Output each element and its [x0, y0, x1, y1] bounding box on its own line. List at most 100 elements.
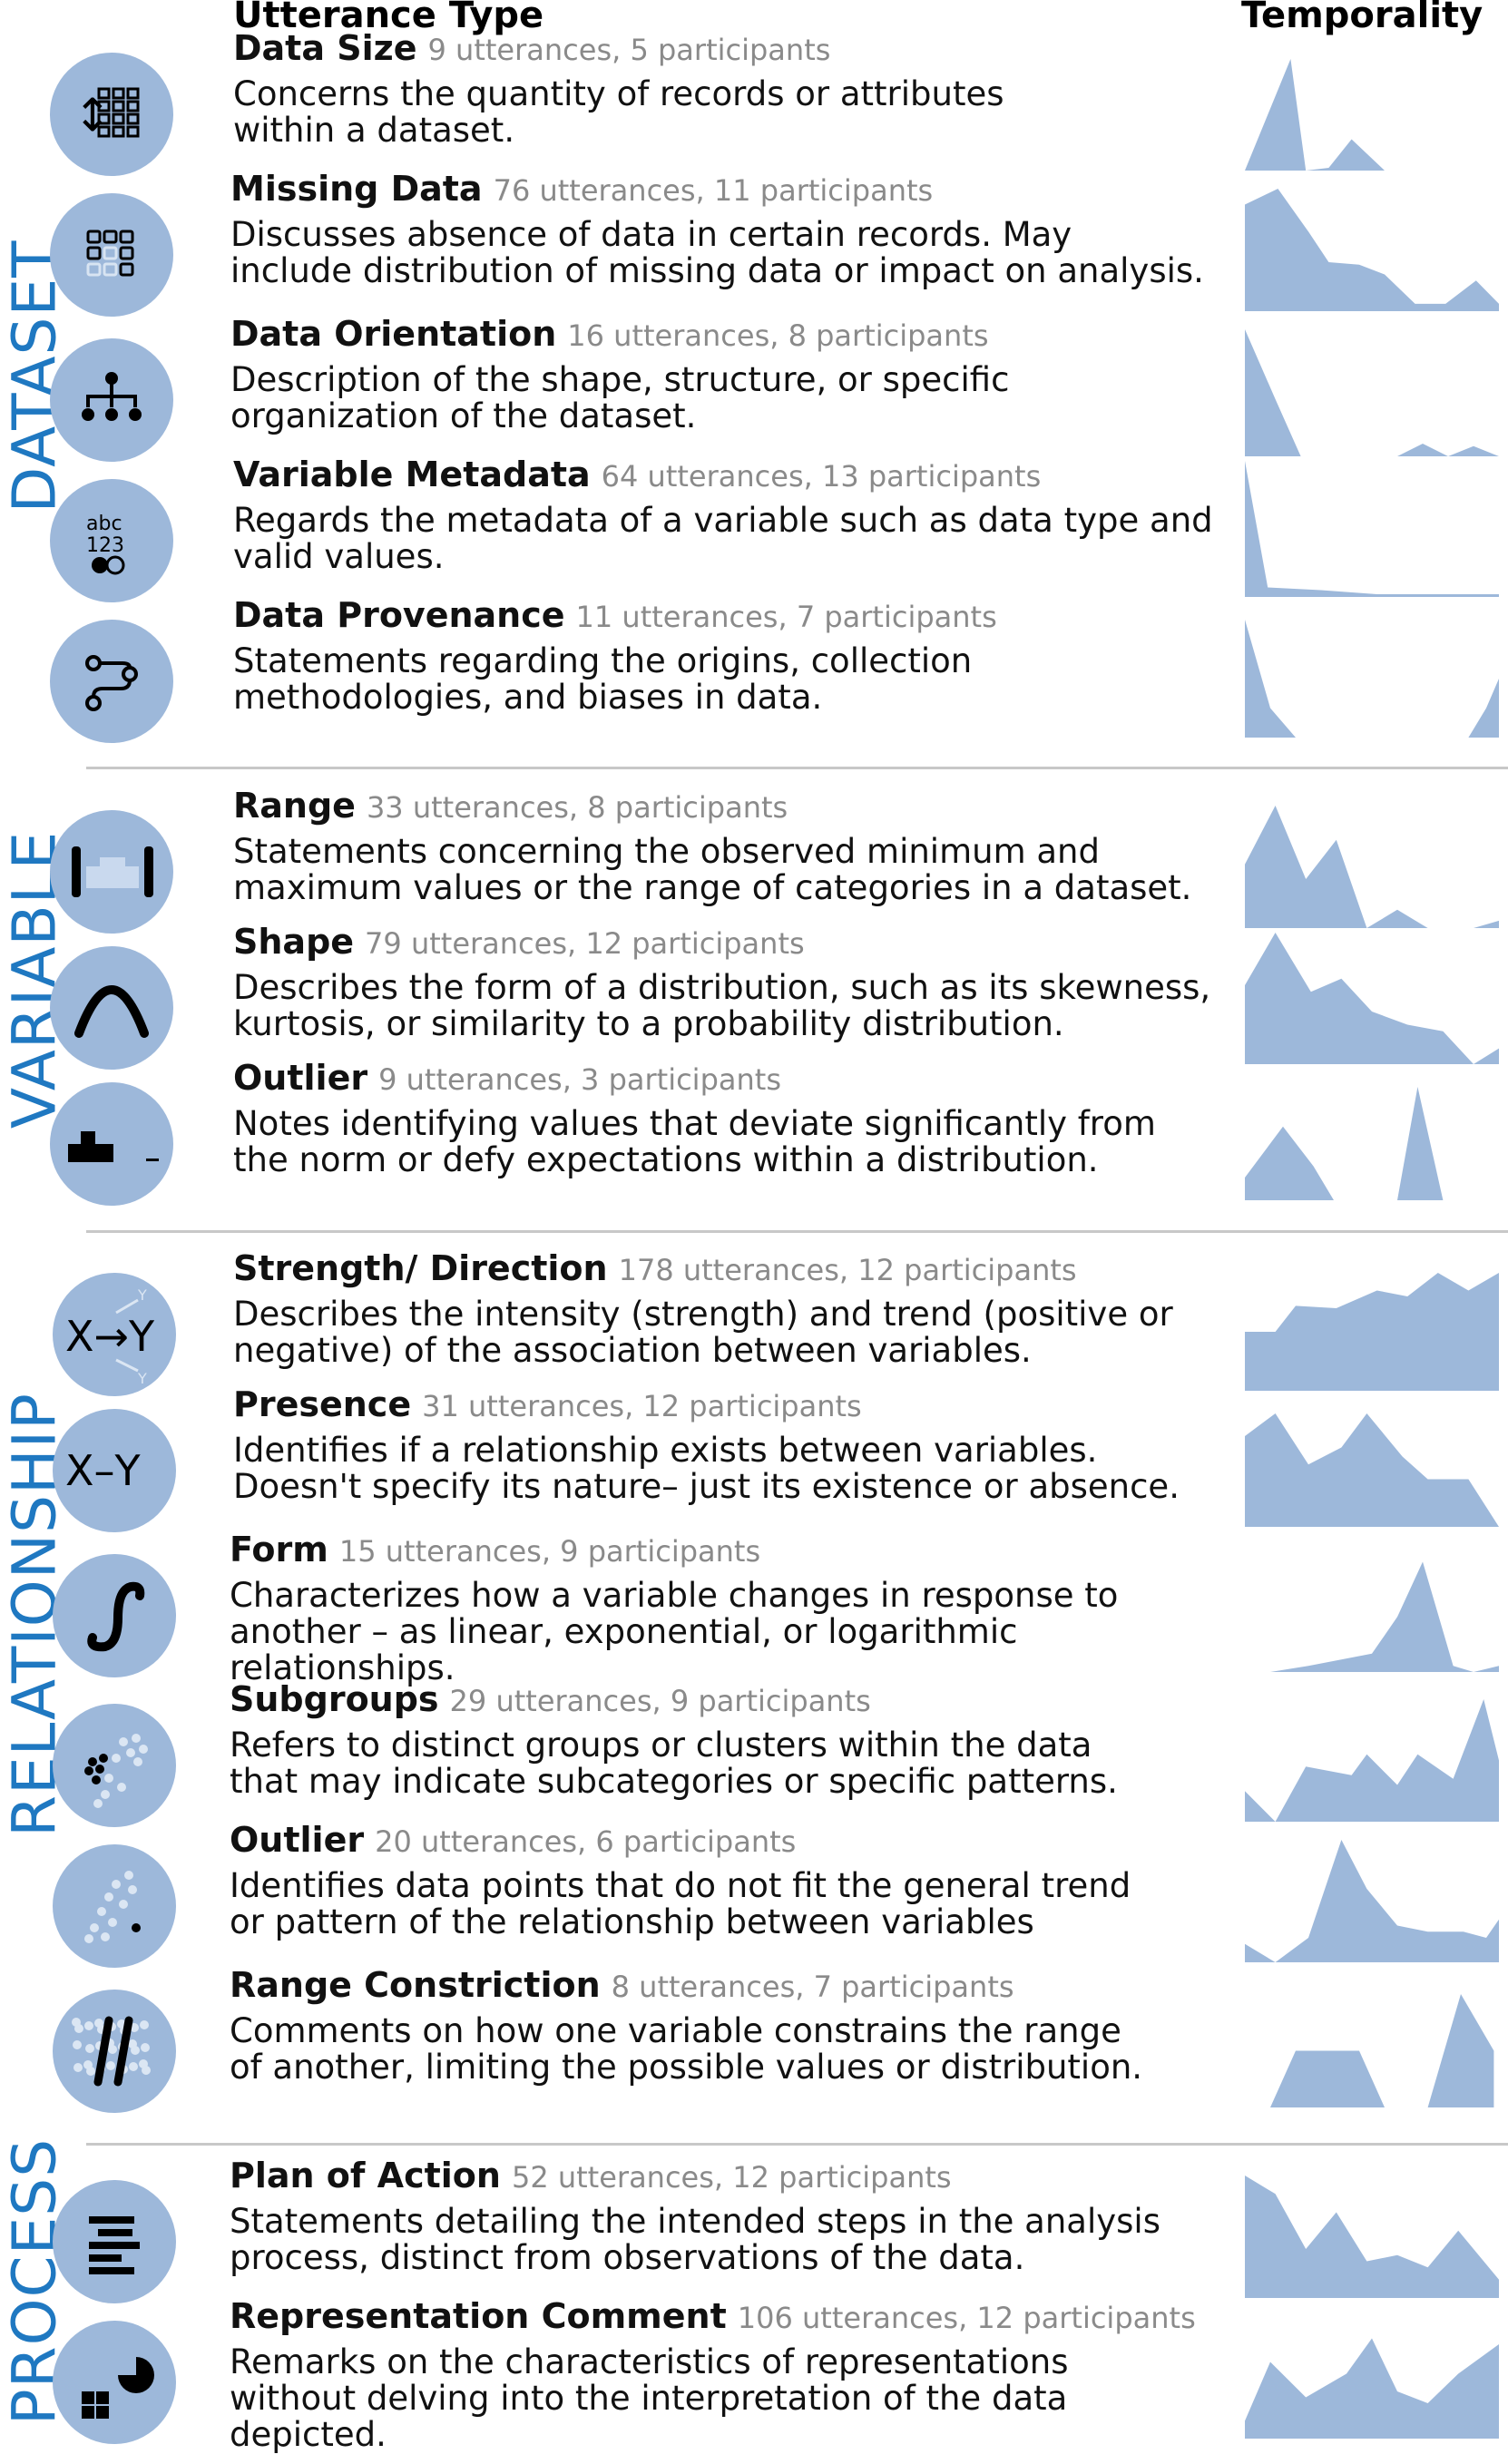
temporality-sparkline — [1245, 461, 1499, 597]
missing-data-icon — [50, 193, 173, 317]
utterance-count: 11 utterances, 7 participants — [575, 600, 997, 634]
utterance-type-title: Data Size — [233, 28, 417, 68]
svg-text:Y: Y — [137, 1286, 147, 1304]
temporality-area — [1245, 59, 1385, 171]
svg-text:abc: abc — [86, 513, 122, 535]
utterance-type-title: Plan of Action — [230, 2156, 501, 2195]
temporality-sparkline — [1245, 806, 1499, 928]
utterance-type-entry: Data Size 9 utterances, 5 participants Con… — [233, 27, 1249, 149]
utterance-type-title: Outlier — [230, 1820, 365, 1860]
utterance-description-line: Doesn't specify its nature– just its exi… — [233, 1467, 1180, 1506]
utterance-type-entry: Form 15 utterances, 9 participants Charact… — [230, 1529, 1246, 1687]
utterance-description-line: Describes the form of a distribution, su… — [233, 968, 1211, 1007]
utterance-type-title: Data Provenance — [233, 595, 565, 635]
data-size-icon: ↕ — [50, 53, 173, 176]
utterance-type-entry: Variable Metadata 64 utterances, 13 parti… — [233, 454, 1249, 575]
utterance-type-title: Data Orientation — [230, 314, 557, 354]
form-icon — [53, 1554, 176, 1677]
utterance-description-line: negative) of the association between var… — [233, 1331, 1032, 1370]
temporality-area — [1270, 1561, 1499, 1672]
temporality-sparkline — [1245, 1413, 1499, 1527]
temporality-area — [1245, 1273, 1499, 1391]
utterance-count: 8 utterances, 7 participants — [611, 1970, 1014, 2004]
utterance-type-title: Variable Metadata — [233, 455, 591, 494]
utterance-description-line: or pattern of the relationship between v… — [230, 1902, 1034, 1941]
category-divider — [86, 1230, 1508, 1233]
utterance-count: 9 utterances, 3 participants — [378, 1062, 781, 1097]
utterance-type-entry: Range Constriction 8 utterances, 7 partic… — [230, 1964, 1246, 2086]
utterance-type-entry: Strength/ Direction 178 utterances, 12 pa… — [233, 1247, 1249, 1369]
temporality-sparkline — [1245, 34, 1499, 171]
utterance-type-title: Form — [230, 1530, 328, 1569]
utterance-description-line: methodologies, and biases in data. — [233, 678, 823, 717]
utterance-count: 29 utterances, 9 participants — [449, 1684, 871, 1718]
temporality-area — [1245, 1087, 1444, 1200]
utterance-description-line: Identifies if a relationship exists betw… — [233, 1431, 1098, 1470]
variable-metadata-icon: abc 123 — [50, 479, 173, 602]
utterance-type-entry: Data Orientation 16 utterances, 8 partici… — [230, 313, 1247, 435]
utterance-description-line: Statements detailing the intended steps … — [230, 2202, 1160, 2241]
temporality-area — [1270, 1994, 1494, 2107]
utterance-description-line: Characterizes how a variable changes in … — [230, 1576, 1119, 1615]
utterance-description-line: Identifies data points that do not fit t… — [230, 1866, 1131, 1905]
utterance-type-entry: Representation Comment 106 utterances, 12… — [230, 2295, 1246, 2453]
range-icon — [50, 810, 173, 934]
utterance-type-entry: Presence 31 utterances, 12 participants Id… — [233, 1384, 1249, 1505]
temporality-sparkline — [1245, 1699, 1499, 1822]
utterance-count: 9 utterances, 5 participants — [427, 33, 831, 67]
temporality-area — [1245, 2176, 1499, 2298]
utterance-description-line: Refers to distinct groups or clusters wi… — [230, 1726, 1092, 1765]
temporality-area — [1245, 806, 1499, 928]
utterance-description-line: within a dataset. — [233, 111, 515, 150]
utterance-description-line: another – as linear, exponential, or log… — [230, 1612, 1018, 1687]
temporality-sparkline — [1245, 329, 1499, 456]
utterance-type-entry: Data Provenance 11 utterances, 7 particip… — [233, 594, 1249, 716]
data-orientation-icon — [50, 338, 173, 462]
utterance-description-line: organization of the dataset. — [230, 396, 697, 435]
utterance-type-entry: Range 33 utterances, 8 participants Statem… — [233, 785, 1249, 906]
svg-text:X–Y: X–Y — [65, 1446, 142, 1495]
utterance-description-line: Remarks on the characteristics of repres… — [230, 2342, 1069, 2381]
utterance-description-line: Regards the metadata of a variable such … — [233, 501, 1213, 540]
utterance-description-line: Concerns the quantity of records or attr… — [233, 74, 1004, 113]
temporality-sparkline — [1245, 1273, 1499, 1391]
utterance-description-line: Discusses absence of data in certain rec… — [230, 215, 1072, 254]
data-provenance-icon — [50, 620, 173, 743]
utterance-count: 52 utterances, 12 participants — [511, 2160, 952, 2195]
temporality-header: Temporality — [1241, 0, 1484, 36]
utterance-type-title: Representation Comment — [230, 2296, 727, 2336]
temporality-sparkline — [1245, 933, 1499, 1064]
utterance-description-line: depicted. — [230, 2415, 387, 2454]
temporality-area — [1245, 461, 1499, 597]
utterance-type-title: Missing Data — [230, 169, 483, 209]
svg-text:Y: Y — [137, 1370, 147, 1387]
utterance-type-entry: Shape 79 utterances, 12 participants Descr… — [233, 921, 1249, 1042]
utterance-count: 20 utterances, 6 participants — [375, 1824, 797, 1859]
utterance-type-entry: Missing Data 76 utterances, 11 participan… — [230, 168, 1247, 289]
utterance-type-entry: Outlier 20 utterances, 6 participants Iden… — [230, 1819, 1246, 1941]
utterance-type-title: Outlier — [233, 1058, 368, 1098]
utterance-type-entry: Outlier 9 utterances, 3 participants Notes… — [233, 1057, 1249, 1178]
temporality-sparkline — [1245, 620, 1499, 738]
utterance-description-line: Describes the intensity (strength) and t… — [233, 1295, 1173, 1334]
utterance-count: 64 utterances, 13 participants — [601, 459, 1042, 494]
presence-icon: X–Y — [53, 1409, 176, 1532]
utterance-count: 178 utterances, 12 participants — [618, 1253, 1077, 1287]
representation-comment-icon — [53, 2321, 176, 2444]
utterance-description-line: valid values. — [233, 537, 445, 576]
utterance-count: 106 utterances, 12 participants — [737, 2301, 1196, 2335]
utterance-description-line: Statements regarding the origins, collec… — [233, 641, 973, 680]
utterance-description-line: Statements concerning the observed minim… — [233, 832, 1100, 871]
utterance-description-line: process, distinct from observations of t… — [230, 2238, 1025, 2277]
svg-text:123: 123 — [86, 534, 124, 557]
utterance-type-entry: Plan of Action 52 utterances, 12 particip… — [230, 2155, 1246, 2276]
temporality-area — [1245, 189, 1499, 311]
utterance-description-line: of another, limiting the possible values… — [230, 2048, 1143, 2087]
utterance-description-line: maximum values or the range of categorie… — [233, 868, 1192, 907]
utterance-type-title: Shape — [233, 922, 355, 962]
utterance-count: 76 utterances, 11 participants — [493, 173, 934, 208]
temporality-sparkline — [1245, 2321, 1499, 2439]
utterance-count: 15 utterances, 9 participants — [338, 1534, 761, 1569]
utterance-type-entry: Subgroups 29 utterances, 9 participants Re… — [230, 1678, 1246, 1800]
utterance-type-title: Presence — [233, 1384, 412, 1424]
